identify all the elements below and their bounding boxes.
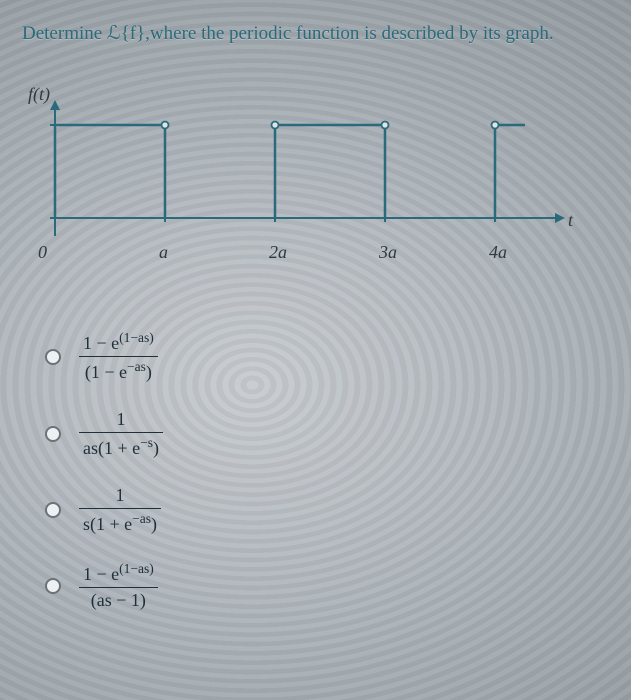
answer-option[interactable]: 1 − e(1−as) (as − 1) (45, 561, 163, 611)
tick-label: 4a (489, 242, 507, 263)
tick-label: 3a (379, 242, 397, 263)
origin-label: 0 (38, 242, 47, 263)
option-formula: 1 as(1 + e−s) (79, 409, 163, 459)
option-formula: 1 s(1 + e−as) (79, 485, 161, 535)
answer-option[interactable]: 1 − e(1−as) (1 − e−as) (45, 330, 163, 383)
answer-options: 1 − e(1−as) (1 − e−as) 1 as(1 + e−s) 1 s… (45, 330, 163, 637)
tick-label: a (159, 242, 168, 263)
radio-icon (45, 426, 61, 442)
y-axis-label: f(t) (28, 84, 50, 105)
periodic-function-graph: f(t) t 0 a 2a 3a 4a (30, 90, 590, 280)
radio-icon (45, 502, 61, 518)
tick-label: 2a (269, 242, 287, 263)
x-axis-label: t (568, 210, 573, 231)
question-prompt: Determine ℒ{f},where the periodic functi… (22, 22, 609, 45)
option-formula: 1 − e(1−as) (1 − e−as) (79, 330, 158, 383)
answer-option[interactable]: 1 as(1 + e−s) (45, 409, 163, 459)
radio-icon (45, 349, 61, 365)
answer-option[interactable]: 1 s(1 + e−as) (45, 485, 163, 535)
radio-icon (45, 578, 61, 594)
option-formula: 1 − e(1−as) (as − 1) (79, 561, 158, 611)
